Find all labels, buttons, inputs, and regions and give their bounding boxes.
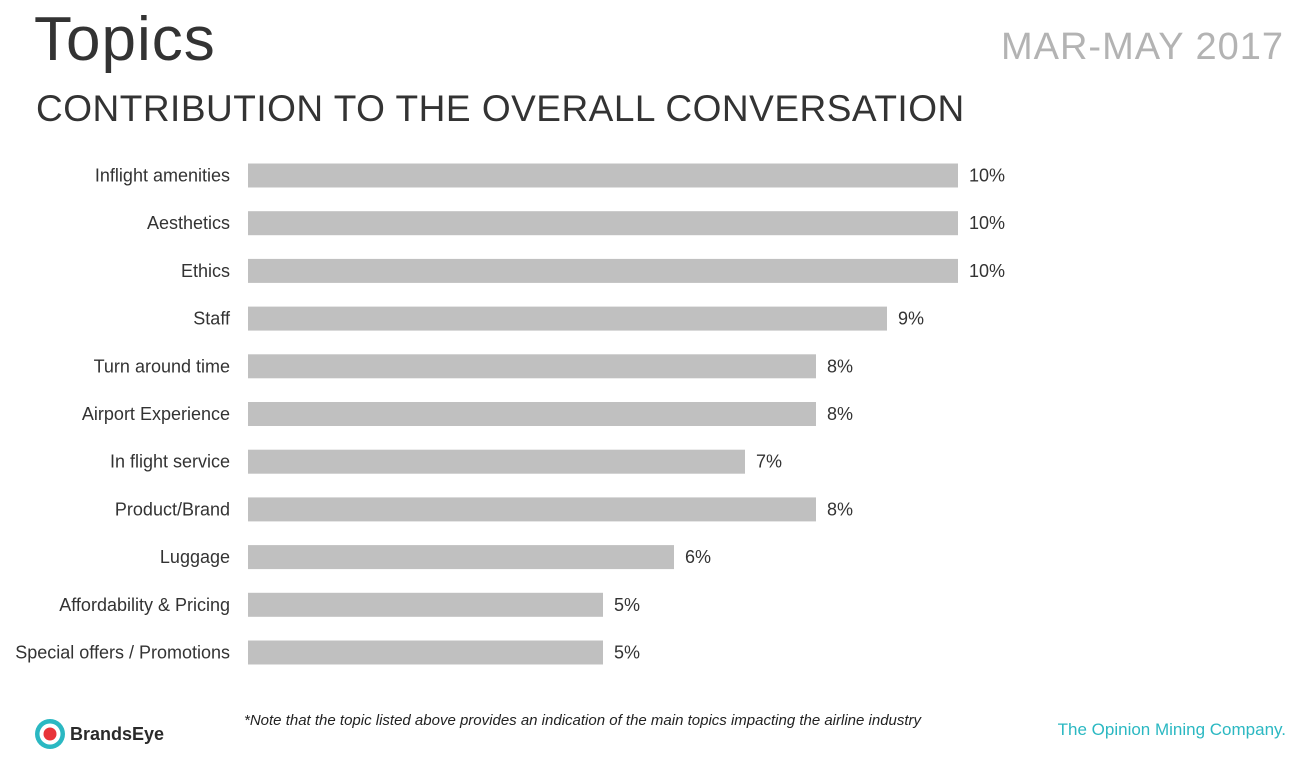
category-label: Turn around time xyxy=(94,356,230,376)
value-label: 8% xyxy=(827,404,853,424)
page-title: Topics xyxy=(34,5,216,74)
category-label: Aesthetics xyxy=(147,213,230,233)
value-label: 9% xyxy=(898,309,924,329)
date-range: MAR-MAY 2017 xyxy=(1000,26,1284,68)
bar xyxy=(248,449,745,474)
category-label: Product/Brand xyxy=(115,499,230,519)
bar xyxy=(248,640,603,665)
bar xyxy=(248,545,674,570)
value-label: 5% xyxy=(614,595,640,615)
category-label: Ethics xyxy=(181,261,230,281)
category-label: In flight service xyxy=(110,452,230,472)
bar-chart: Inflight amenities 10% Aesthetics 10% Ethics… xyxy=(15,163,1005,665)
brand-name: BrandsEye xyxy=(70,723,165,744)
brandseye-target-icon xyxy=(35,719,65,749)
category-label: Luggage xyxy=(160,547,230,567)
bar xyxy=(248,163,958,188)
bar xyxy=(248,402,816,426)
value-label: 10% xyxy=(969,166,1005,186)
bar xyxy=(248,258,958,283)
value-label: 10% xyxy=(969,213,1005,233)
category-label: Airport Experience xyxy=(82,404,230,424)
category-label: Inflight amenities xyxy=(95,166,230,186)
value-label: 10% xyxy=(969,261,1005,281)
company-tagline: The Opinion Mining Company. xyxy=(1057,720,1286,739)
value-label: 8% xyxy=(827,356,853,376)
bar xyxy=(248,354,816,379)
category-label: Staff xyxy=(193,309,231,329)
bar xyxy=(248,211,958,236)
bar xyxy=(248,592,603,617)
value-label: 6% xyxy=(685,547,711,567)
footnote: *Note that the topic listed above provid… xyxy=(244,712,922,729)
chart-subtitle: CONTRIBUTION TO THE OVERALL CONVERSATION xyxy=(36,88,965,129)
value-label: 5% xyxy=(614,643,640,663)
bar xyxy=(248,306,887,331)
value-label: 7% xyxy=(756,452,782,472)
category-label: Affordability & Pricing xyxy=(59,595,230,615)
bar xyxy=(248,497,816,522)
value-label: 8% xyxy=(827,499,853,519)
brand-logo: BrandsEye xyxy=(34,718,164,750)
category-label: Special offers / Promotions xyxy=(15,643,230,663)
